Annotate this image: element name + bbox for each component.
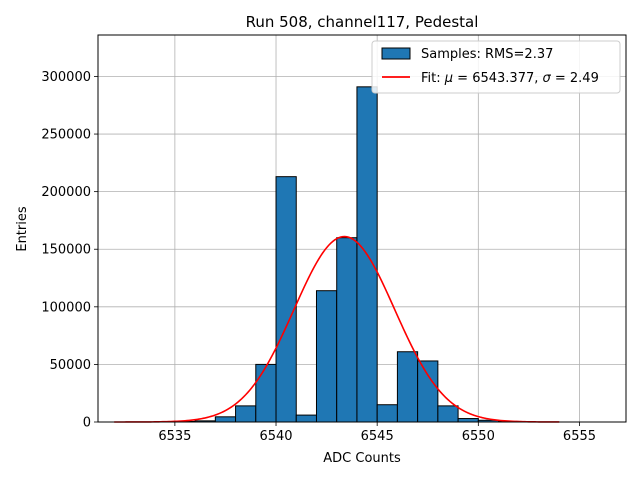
x-axis-ticks: 6535 6540 6545 6550 6555 [158,422,596,444]
histogram-bar [275,176,297,423]
histogram-bar [235,405,257,423]
y-tick-label: 50000 [50,358,91,373]
y-tick-label: 100000 [41,300,91,315]
legend-box [371,40,621,94]
histogram-bar [457,418,479,423]
x-tick-label: 6540 [259,429,292,444]
y-axis-ticks: 0 50000 100000 150000 200000 250000 300000 [41,70,98,431]
x-tick-label: 6550 [462,429,495,444]
histogram-bar [396,351,419,423]
y-tick-label: 250000 [41,128,91,143]
chart-title: Run 508, channel117, Pedestal [246,13,479,31]
legend-fit-sigma-symbol: σ [543,71,552,86]
legend-fit-mu-value: = 6543.377, [453,71,542,86]
plot-frame [97,34,627,423]
histogram-bar [315,290,338,423]
x-tick-label: 6535 [158,429,191,444]
histogram-bar [295,414,317,423]
legend-samples-label: Samples: RMS=2.37 [421,47,553,62]
histogram-bar [336,237,358,423]
histogram-bar [214,416,237,423]
legend-fit-mu-symbol: μ [444,71,453,86]
y-tick-label: 200000 [41,185,91,200]
fit-curve [114,235,560,423]
y-axis-label: Entries [15,206,30,252]
x-axis-label: ADC Counts [323,451,401,466]
legend-fit-label: Fit: μ = 6543.377, σ = 2.49 [421,71,599,86]
histogram-bar [376,404,398,423]
y-tick-label: 300000 [41,70,91,85]
histogram-bar [437,405,459,423]
legend-fit-sigma-value: = 2.49 [551,71,599,86]
legend-fit-prefix: Fit: [421,71,445,86]
x-tick-label: 6545 [361,429,394,444]
y-tick-label: 0 [83,416,91,431]
x-tick-label: 6555 [563,429,596,444]
y-tick-label: 150000 [41,243,91,258]
histogram-bar [255,363,277,423]
histogram-bar [417,360,439,423]
legend-samples-swatch [381,47,411,60]
legend: Samples: RMS=2.37 Fit: μ = 6543.377, σ =… [371,40,621,94]
